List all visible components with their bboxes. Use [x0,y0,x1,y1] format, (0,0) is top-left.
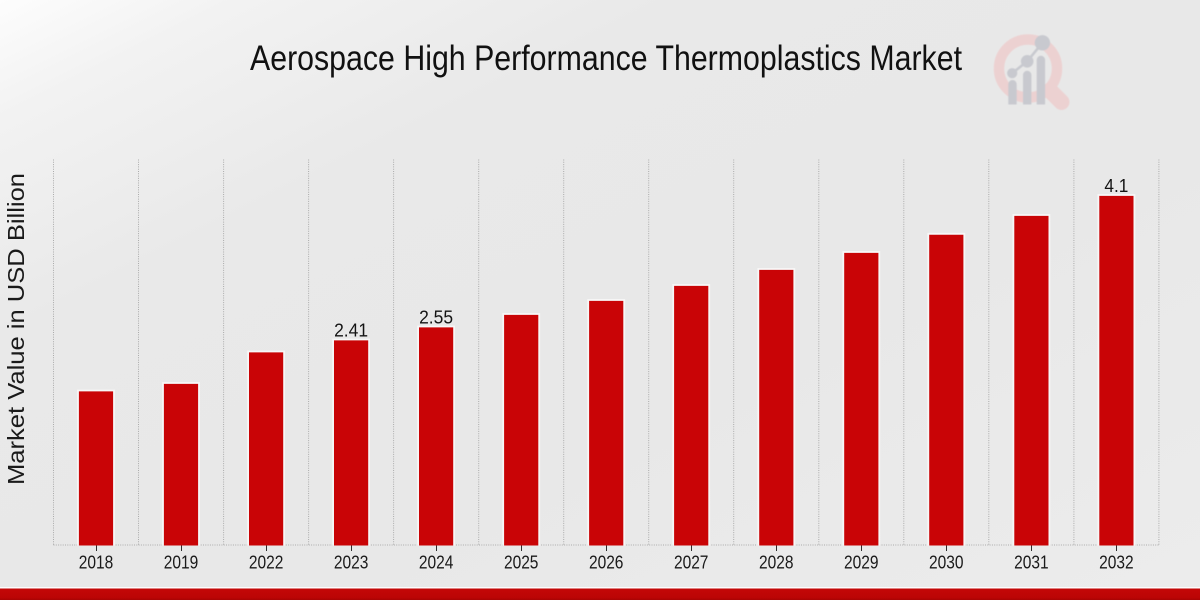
svg-text:2026: 2026 [589,553,624,573]
svg-text:2.41: 2.41 [334,321,368,341]
svg-text:2019: 2019 [164,553,199,573]
svg-text:2018: 2018 [79,553,114,573]
svg-text:Market Value in USD Billion: Market Value in USD Billion [3,173,29,485]
svg-text:4.1: 4.1 [1104,176,1128,196]
svg-text:2022: 2022 [249,553,284,573]
svg-text:2029: 2029 [844,553,879,573]
svg-text:2028: 2028 [759,553,794,573]
svg-text:2024: 2024 [419,553,454,573]
svg-text:2027: 2027 [674,553,709,573]
svg-text:2030: 2030 [929,553,964,573]
svg-text:2025: 2025 [504,553,539,573]
svg-text:2.55: 2.55 [419,308,453,328]
svg-text:2023: 2023 [334,553,369,573]
svg-text:2032: 2032 [1099,553,1134,573]
svg-text:2031: 2031 [1014,553,1049,573]
svg-text:Aerospace High Performance The: Aerospace High Performance Thermoplastic… [250,39,962,78]
